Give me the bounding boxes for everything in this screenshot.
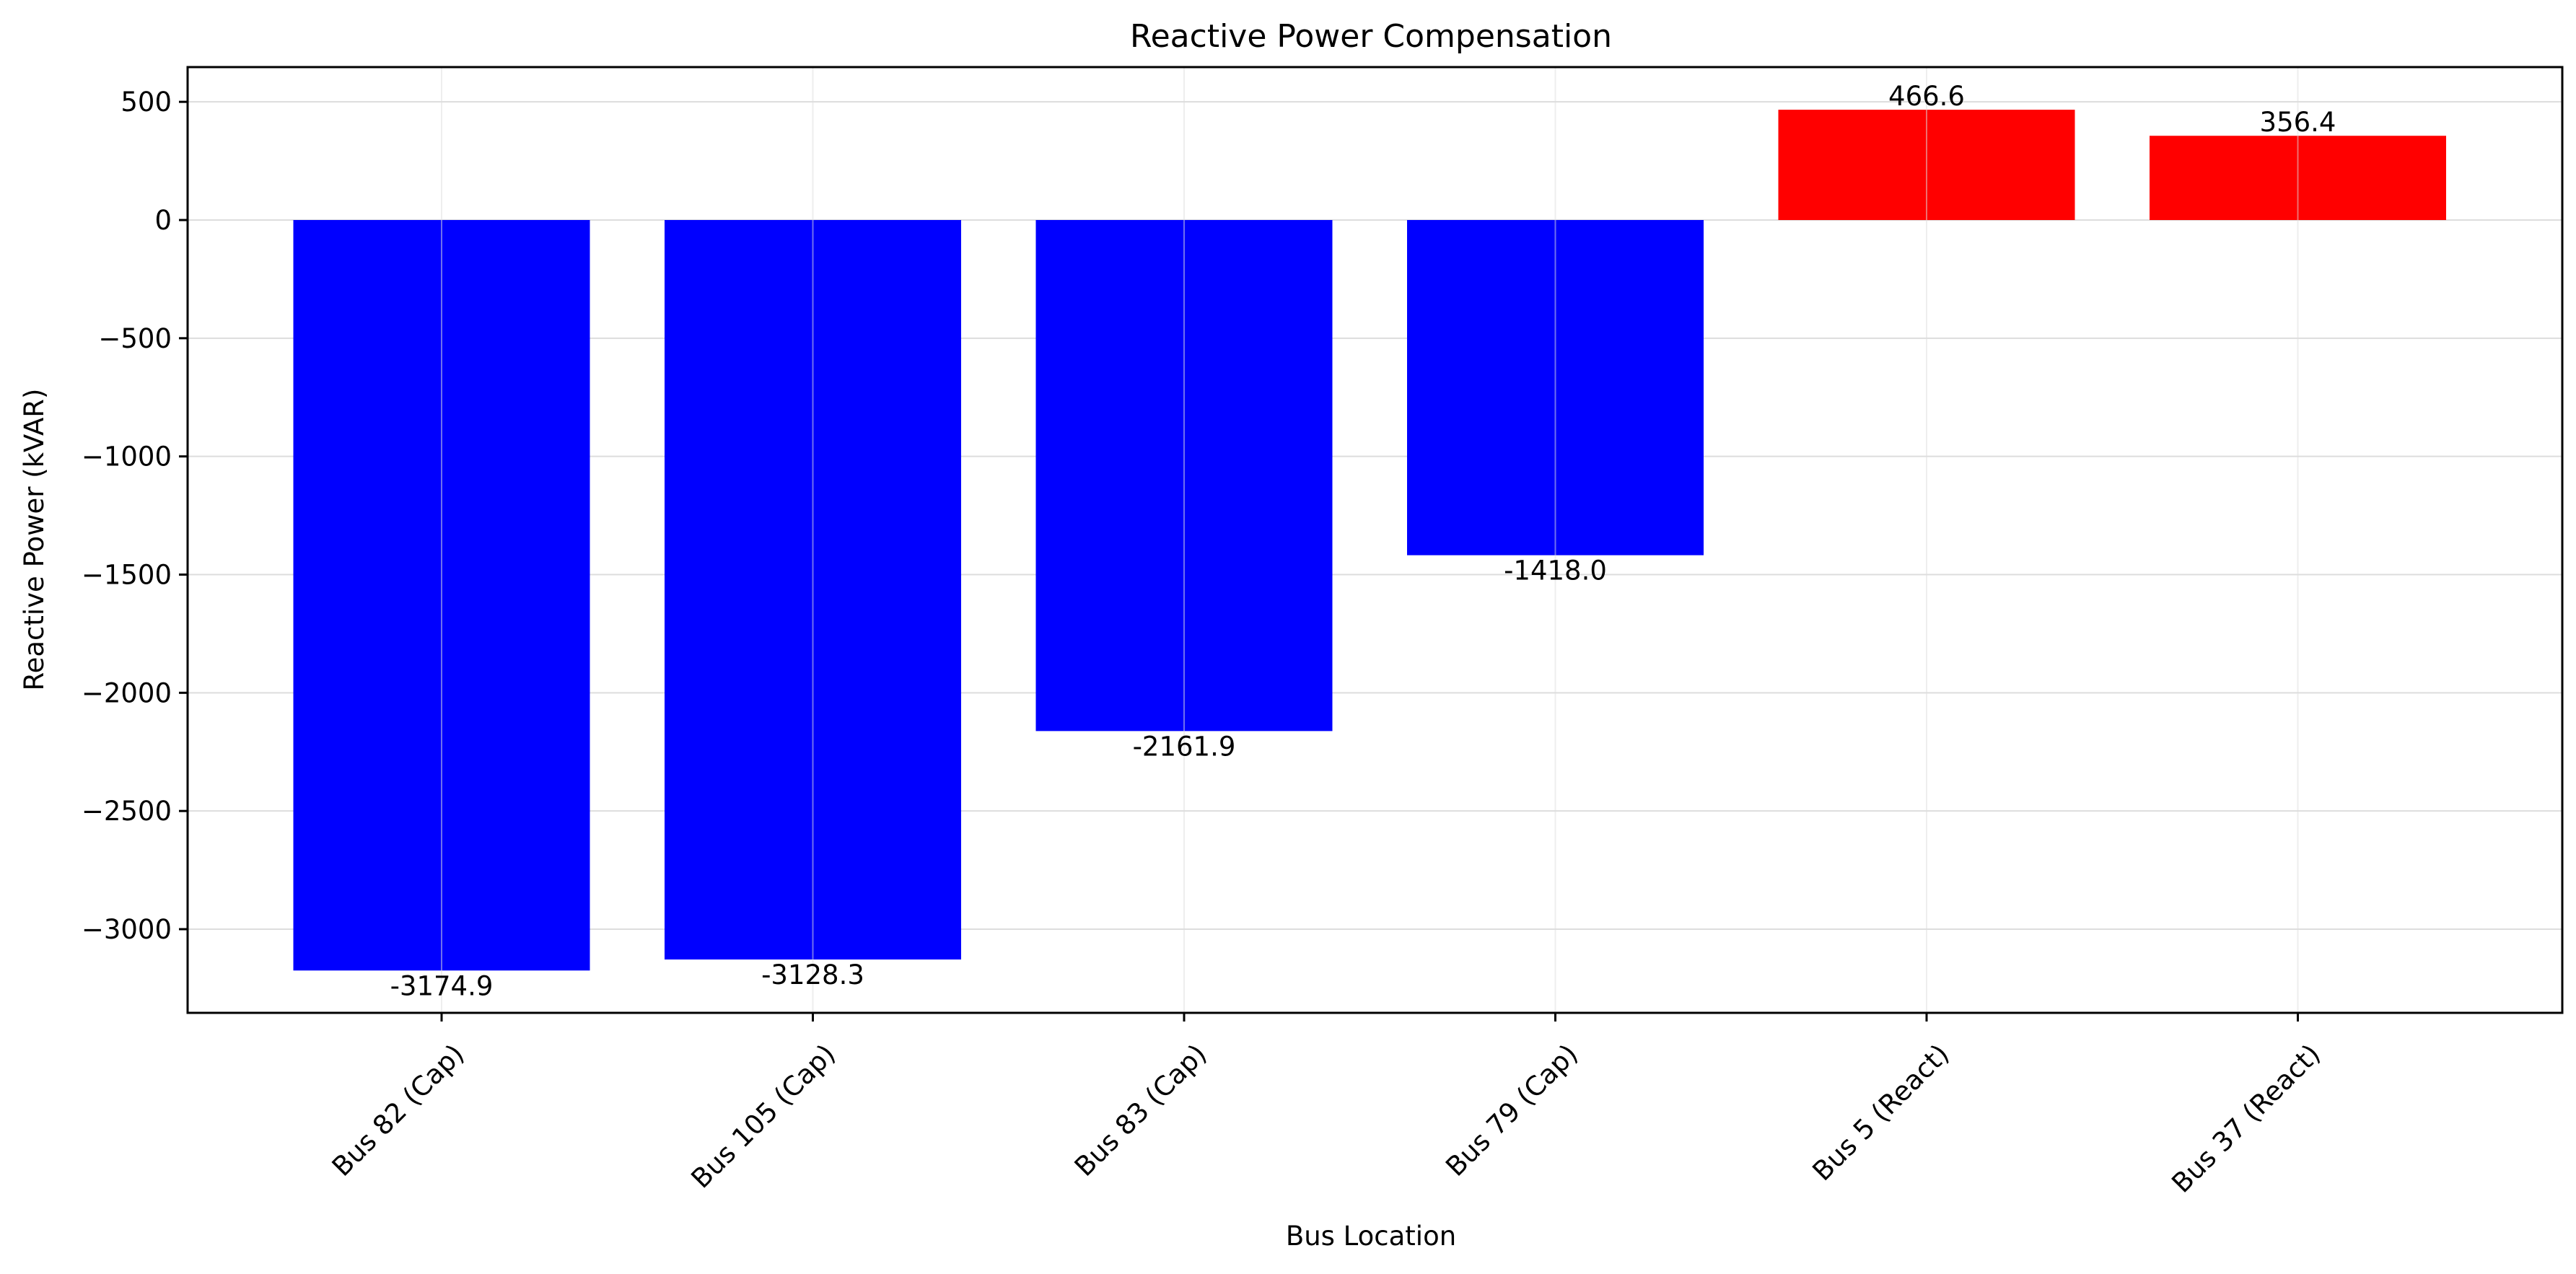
y-tick-label: −2000 — [82, 677, 172, 708]
y-tick-label: −500 — [98, 323, 172, 354]
y-tick-label: −2500 — [82, 796, 172, 827]
vertical-grid-lines — [441, 67, 2299, 1013]
data-labels: -3174.9 -3128.3 -2161.9 -1418.0 466.6 356.4 — [390, 81, 2336, 1001]
data-label: -2161.9 — [1133, 731, 1236, 762]
data-label: -3174.9 — [390, 970, 494, 1001]
data-label: -3128.3 — [761, 959, 864, 990]
x-axis-title: Bus Location — [1286, 1221, 1456, 1252]
data-label: 356.4 — [2260, 107, 2336, 138]
y-tick-label: −3000 — [82, 914, 172, 945]
y-axis: 500 0 −500 −1000 −1500 −2000 −2500 −3000 — [82, 87, 188, 945]
y-axis-title: Reactive Power (kVAR) — [19, 389, 50, 691]
chart-title: Reactive Power Compensation — [1130, 18, 1612, 55]
data-label: -1418.0 — [1504, 555, 1607, 587]
y-tick-label: −1500 — [82, 560, 172, 591]
data-label: 466.6 — [1888, 81, 1965, 112]
plot-frame — [186, 66, 2564, 1014]
y-tick-label: 0 — [154, 205, 172, 236]
y-tick-label: −1000 — [82, 441, 172, 473]
y-tick-label: 500 — [121, 87, 172, 118]
